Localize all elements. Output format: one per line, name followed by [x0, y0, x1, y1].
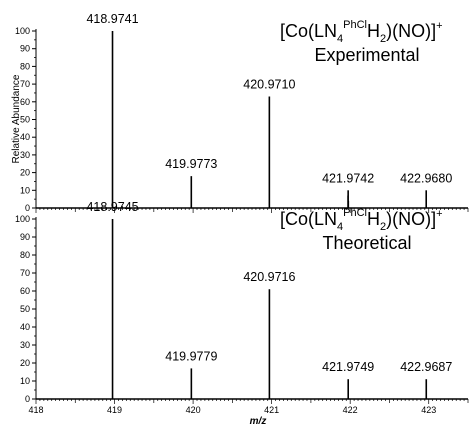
- y-tick-label: 50: [20, 304, 30, 314]
- x-tick-label: 419: [107, 405, 122, 415]
- x-tick-label: 421: [264, 405, 279, 415]
- peak-label: 419.9779: [165, 349, 217, 363]
- y-tick-label: 70: [20, 79, 30, 89]
- y-tick-label: 20: [20, 168, 30, 178]
- panel-label: Experimental: [314, 45, 419, 65]
- y-tick-label: 60: [20, 97, 30, 107]
- peak-label: 419.9773: [165, 157, 217, 171]
- y-tick-label: 30: [20, 340, 30, 350]
- y-tick-label: 40: [20, 132, 30, 142]
- y-tick-label: 0: [25, 394, 30, 404]
- y-tick-label: 70: [20, 268, 30, 278]
- y-tick-label: 60: [20, 286, 30, 296]
- peak-label: 418.9741: [86, 12, 138, 26]
- peak-label: 420.9710: [243, 77, 295, 91]
- formula-annotation: [Co(LN4PhClH2)(NO)]+: [280, 207, 443, 233]
- x-tick-label: 423: [421, 405, 436, 415]
- formula-annotation: [Co(LN4PhClH2)(NO)]+: [280, 19, 443, 45]
- peak-label: 421.9749: [322, 360, 374, 374]
- y-tick-label: 50: [20, 115, 30, 125]
- y-tick-label: 90: [20, 44, 30, 54]
- y-tick-label: 80: [20, 61, 30, 71]
- y-tick-label: 10: [20, 185, 30, 195]
- x-tick-label: 420: [186, 405, 201, 415]
- peak-label: 420.9716: [243, 270, 295, 284]
- y-axis-label: Relative Abundance: [11, 74, 22, 163]
- y-tick-label: 100: [15, 214, 30, 224]
- y-tick-label: 30: [20, 150, 30, 160]
- y-tick-label: 0: [25, 203, 30, 213]
- y-tick-label: 90: [20, 232, 30, 242]
- x-tick-label: 422: [343, 405, 358, 415]
- peak-label: 421.9742: [322, 171, 374, 185]
- x-axis-label: m/z: [250, 416, 267, 427]
- y-tick-label: 80: [20, 250, 30, 260]
- y-tick-label: 10: [20, 376, 30, 386]
- y-tick-label: 100: [15, 26, 30, 36]
- y-tick-label: 20: [20, 358, 30, 368]
- panel-label: Theoretical: [322, 233, 411, 253]
- y-tick-label: 40: [20, 322, 30, 332]
- peak-label: 422.9680: [400, 171, 452, 185]
- peak-label: 418.9745: [86, 200, 138, 214]
- peak-label: 422.9687: [400, 360, 452, 374]
- x-tick-label: 418: [28, 405, 43, 415]
